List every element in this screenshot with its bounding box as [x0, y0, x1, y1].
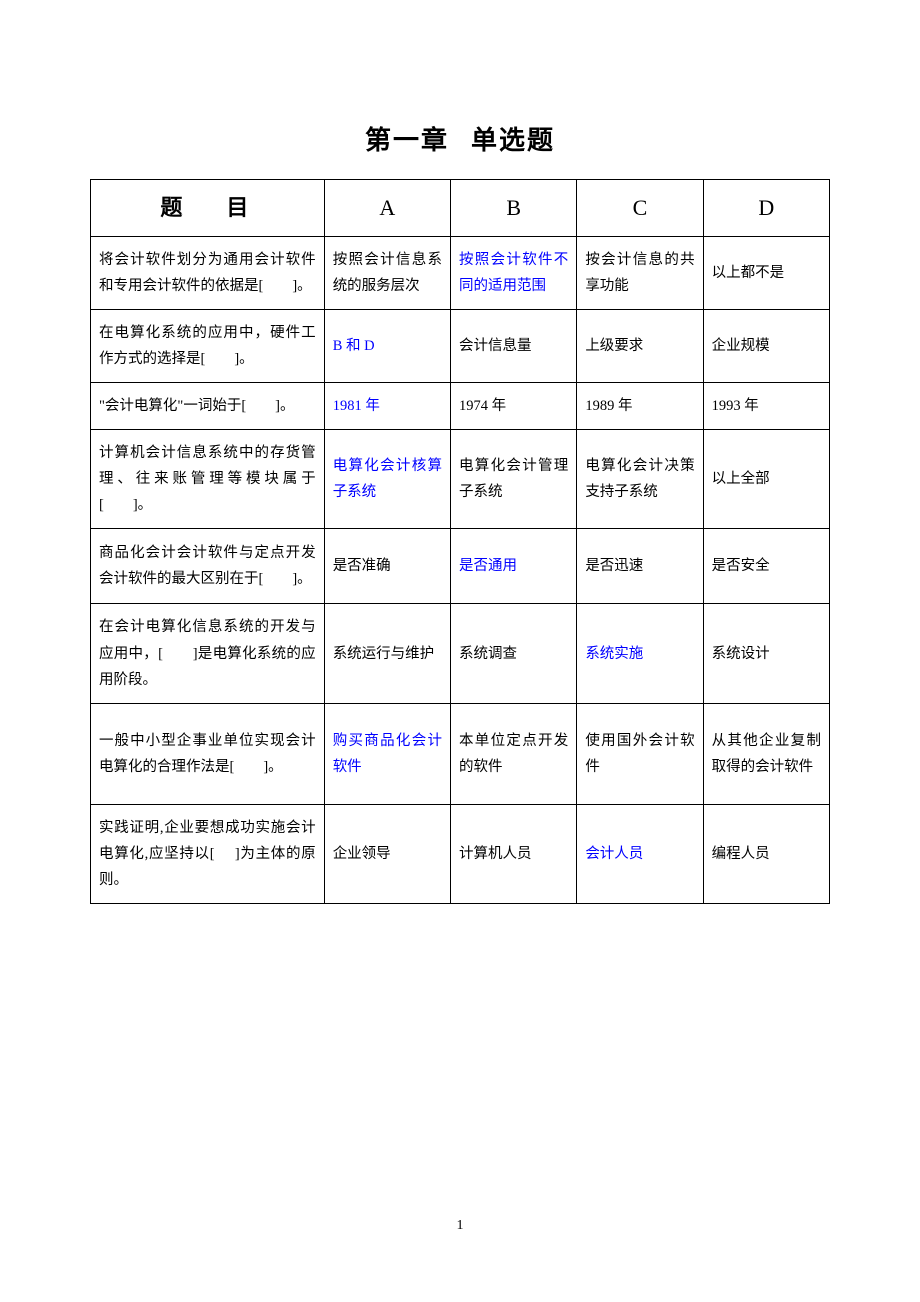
- option-b-cell: 会计信息量: [451, 309, 577, 382]
- question-cell: "会计电算化"一词始于[ ]。: [91, 382, 325, 429]
- table-row: 商品化会计会计软件与定点开发会计软件的最大区别在于[ ]。是否准确是否通用 是否迅…: [91, 529, 830, 604]
- question-table: 题目 A B C D 将会计软件划分为通用会计软件和专用会计软件的依据是[ ]。…: [90, 179, 830, 904]
- title-suffix: 单选题: [471, 125, 555, 155]
- header-c: C: [577, 180, 703, 237]
- option-b-cell: 按照会计软件不同的适用范围: [451, 236, 577, 309]
- header-question-char1: 题: [160, 195, 188, 220]
- option-b-cell: 本单位定点开发的软件: [451, 703, 577, 804]
- option-c-cell: 系统实施: [577, 604, 703, 703]
- table-row: 计算机会计信息系统中的存货管理、往来账管理等模块属于[ ]。电算化会计核算子系统…: [91, 430, 830, 529]
- header-d: D: [703, 180, 829, 237]
- question-cell: 在电算化系统的应用中，硬件工作方式的选择是[ ]。: [91, 309, 325, 382]
- question-cell: 在会计电算化信息系统的开发与应用中，[ ]是电算化系统的应用阶段。: [91, 604, 325, 703]
- header-b: B: [451, 180, 577, 237]
- question-cell: 一般中小型企事业单位实现会计电算化的合理作法是[ ]。: [91, 703, 325, 804]
- option-a-cell: 1981 年: [324, 382, 450, 429]
- question-cell: 计算机会计信息系统中的存货管理、往来账管理等模块属于[ ]。: [91, 430, 325, 529]
- header-a: A: [324, 180, 450, 237]
- correct-answer: B 和 D: [333, 338, 375, 354]
- option-c-cell: 上级要求: [577, 309, 703, 382]
- option-a-cell: B 和 D: [324, 309, 450, 382]
- option-d-cell: 系统设计: [703, 604, 829, 703]
- option-a-cell: 电算化会计核算子系统: [324, 430, 450, 529]
- correct-answer: 购买商品化会计软件: [333, 733, 442, 775]
- option-c-cell: 1989 年: [577, 382, 703, 429]
- table-row: "会计电算化"一词始于[ ]。 1981 年 1974 年1989 年1993 年: [91, 382, 830, 429]
- option-b-cell: 是否通用: [451, 529, 577, 604]
- question-cell: 商品化会计会计软件与定点开发会计软件的最大区别在于[ ]。: [91, 529, 325, 604]
- table-header-row: 题目 A B C D: [91, 180, 830, 237]
- page-title: 第一章单选题: [90, 120, 830, 157]
- question-cell: 将会计软件划分为通用会计软件和专用会计软件的依据是[ ]。: [91, 236, 325, 309]
- header-question: 题目: [91, 180, 325, 237]
- option-d-cell: 1993 年: [703, 382, 829, 429]
- table-row: 在电算化系统的应用中，硬件工作方式的选择是[ ]。 B 和 D 会计信息量上级要求企…: [91, 309, 830, 382]
- option-b-cell: 1974 年: [451, 382, 577, 429]
- option-a-cell: 系统运行与维护: [324, 604, 450, 703]
- table-row: 一般中小型企事业单位实现会计电算化的合理作法是[ ]。购买商品化会计软件本单位定…: [91, 703, 830, 804]
- option-c-cell: 使用国外会计软件: [577, 703, 703, 804]
- option-b-cell: 电算化会计管理子系统: [451, 430, 577, 529]
- question-cell: 实践证明,企业要想成功实施会计电算化,应坚持以[ ]为主体的原则。: [91, 804, 325, 903]
- correct-answer: 系统实施: [585, 646, 643, 662]
- option-a-cell: 购买商品化会计软件: [324, 703, 450, 804]
- table-row: 将会计软件划分为通用会计软件和专用会计软件的依据是[ ]。按照会计信息系统的服务…: [91, 236, 830, 309]
- correct-answer: 1981 年: [333, 398, 380, 414]
- page-number: 1: [0, 1218, 920, 1234]
- option-c-cell: 按会计信息的共享功能: [577, 236, 703, 309]
- option-c-cell: 是否迅速: [577, 529, 703, 604]
- option-a-cell: 按照会计信息系统的服务层次: [324, 236, 450, 309]
- correct-answer: 会计人员: [585, 846, 643, 862]
- option-a-cell: 是否准确: [324, 529, 450, 604]
- option-d-cell: 以上都不是: [703, 236, 829, 309]
- option-a-cell: 企业领导: [324, 804, 450, 903]
- option-c-cell: 会计人员: [577, 804, 703, 903]
- option-d-cell: 编程人员: [703, 804, 829, 903]
- option-d-cell: 是否安全: [703, 529, 829, 604]
- option-d-cell: 从其他企业复制取得的会计软件: [703, 703, 829, 804]
- correct-answer: 是否通用: [459, 558, 517, 574]
- table-row: 在会计电算化信息系统的开发与应用中，[ ]是电算化系统的应用阶段。系统运行与维护…: [91, 604, 830, 703]
- header-question-char2: 目: [226, 195, 254, 220]
- table-row: 实践证明,企业要想成功实施会计电算化,应坚持以[ ]为主体的原则。企业领导计算机…: [91, 804, 830, 903]
- correct-answer: 电算化会计核算子系统: [333, 458, 442, 500]
- option-c-cell: 电算化会计决策支持子系统: [577, 430, 703, 529]
- title-prefix: 第一章: [365, 125, 449, 155]
- option-d-cell: 企业规模: [703, 309, 829, 382]
- option-b-cell: 系统调查: [451, 604, 577, 703]
- correct-answer: 按照会计软件不同的适用范围: [459, 252, 568, 294]
- option-b-cell: 计算机人员: [451, 804, 577, 903]
- option-d-cell: 以上全部: [703, 430, 829, 529]
